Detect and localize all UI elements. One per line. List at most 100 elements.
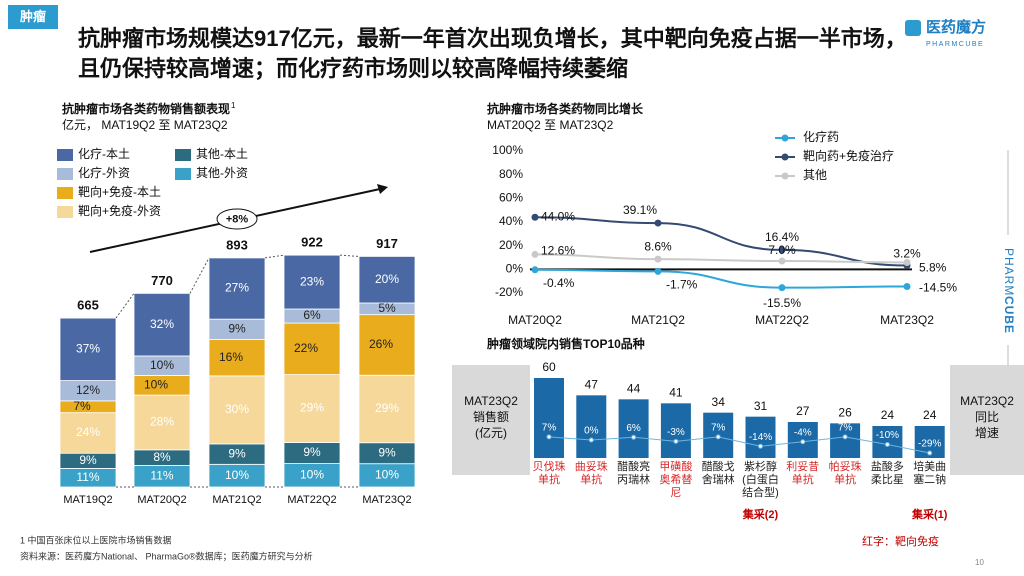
bar-segment: [208, 339, 266, 377]
legend-label: 化疗-本土: [78, 147, 130, 161]
value-label: -0.4%: [543, 276, 575, 290]
point: [778, 246, 786, 254]
side-box: [452, 365, 530, 475]
value-label: 10%: [375, 468, 399, 482]
legend-label: 其他-本土: [196, 147, 248, 161]
value-label: 10%: [144, 377, 168, 391]
value-label: 34: [712, 395, 726, 409]
bar-segment: [133, 292, 191, 357]
chart-title: 抗肿瘤市场各类药物同比增长: [487, 101, 644, 116]
bar: [660, 403, 691, 458]
legend-label: 化疗-外资: [78, 166, 130, 180]
x-tick-label: 甲磺酸奥希替尼: [659, 461, 693, 499]
title-note: 1: [231, 101, 236, 110]
value-label: 37%: [76, 342, 100, 356]
annotation: +8%: [226, 213, 249, 225]
value-label: 12.6%: [541, 244, 575, 258]
side-box-label: 增速: [975, 426, 999, 440]
annotation: 集采(1): [911, 507, 948, 521]
total-label: 917: [376, 236, 398, 251]
bar: [534, 378, 564, 458]
side-box-label: MAT23Q2: [960, 394, 1014, 408]
x-tick-label: 利妥昔单抗: [786, 461, 820, 486]
annotation-box: [216, 208, 258, 230]
point: [531, 266, 539, 274]
growth-point: [884, 442, 890, 447]
value-label: 7%: [73, 399, 91, 413]
value-label: 31: [754, 399, 768, 413]
side-box-label: 同比: [975, 410, 999, 424]
headline: 抗肿瘤市场规模达917亿元，最新一年首次出现负增长，其中靶向免疫占据一半市场，且…: [78, 26, 907, 81]
value-label: 10%: [150, 358, 174, 372]
footnote: 1 中国百张床位以上医院市场销售数据: [20, 534, 172, 545]
value-label: 11%: [76, 470, 99, 484]
growth-point: [546, 434, 552, 440]
connector: [115, 293, 135, 319]
tag: 肿瘤: [20, 9, 46, 24]
value-label: 29%: [375, 401, 399, 415]
legend-label: 靶向+免疫-本土: [78, 184, 161, 199]
y-tick-label: -20%: [495, 285, 523, 299]
side-brand: PHARM: [1002, 248, 1016, 296]
value-label: 5.8%: [919, 261, 947, 275]
chart-title: 肿瘤领域院内销售TOP10品种: [487, 336, 645, 351]
value-label: 9%: [378, 445, 396, 459]
bar: [576, 395, 607, 458]
value-label: 26%: [369, 337, 393, 351]
legend-marker: [781, 153, 789, 161]
side-box: [950, 365, 1024, 475]
side-brand: CUBE: [1002, 296, 1016, 334]
y-tick-label: 100%: [492, 143, 523, 157]
growth-label: 6%: [626, 423, 641, 434]
legend-swatch: [57, 187, 73, 199]
value-label: 28%: [150, 415, 174, 429]
logo-sub: PHARMCUBE: [926, 41, 984, 48]
side-box-label: MAT23Q2: [464, 394, 518, 408]
bar-segment: [283, 254, 341, 310]
logo-name: 医药魔方: [926, 18, 986, 36]
x-tick-label: 帕妥珠单抗: [828, 461, 862, 486]
value-label: 9%: [228, 446, 246, 460]
growth-label: -10%: [876, 430, 899, 441]
bar: [745, 416, 776, 458]
value-label: 27%: [225, 281, 249, 295]
bar-segment: [283, 322, 341, 375]
total-label: 922: [301, 235, 323, 250]
x-tick-label: 培美曲塞二钠: [913, 461, 947, 486]
value-label: 22%: [294, 341, 318, 355]
bar-segment: [358, 374, 416, 444]
x-tick-label: 紫杉醇(白蛋白结合型): [742, 461, 779, 499]
x-tick-label: MAT20Q2: [137, 494, 186, 506]
legend-swatch: [175, 168, 191, 180]
growth-point: [715, 434, 721, 440]
growth-label: -29%: [918, 439, 941, 450]
value-label: 29%: [300, 401, 324, 415]
value-label: 12%: [76, 383, 100, 397]
value-label: 24%: [76, 425, 100, 439]
side-box-label: (亿元): [475, 425, 507, 440]
total-label: 770: [151, 273, 173, 288]
value-label: 9%: [228, 322, 246, 336]
value-label: 24: [923, 408, 937, 422]
x-tick-label: MAT23Q2: [362, 494, 411, 506]
trend-arrowhead: [377, 184, 388, 194]
value-label: 24: [881, 408, 895, 422]
note: 红字：靶向免疫: [862, 534, 939, 548]
value-label: 27: [796, 404, 810, 418]
growth-point: [758, 443, 763, 449]
legend-swatch: [57, 149, 73, 161]
point: [654, 255, 662, 263]
value-label: 6%: [303, 308, 321, 322]
legend-marker: [781, 134, 789, 142]
growth-label: 7%: [542, 422, 557, 433]
value-label: 60: [542, 360, 556, 374]
growth-point: [631, 434, 637, 440]
x-tick-label: MAT21Q2: [212, 494, 261, 506]
bar-segment: [133, 394, 191, 451]
legend-swatch: [57, 206, 73, 218]
point: [778, 284, 786, 292]
value-label: 44.0%: [541, 209, 575, 223]
value-label: 41: [669, 386, 683, 400]
x-tick-label: 醋酸戈舍瑞林: [701, 461, 735, 486]
